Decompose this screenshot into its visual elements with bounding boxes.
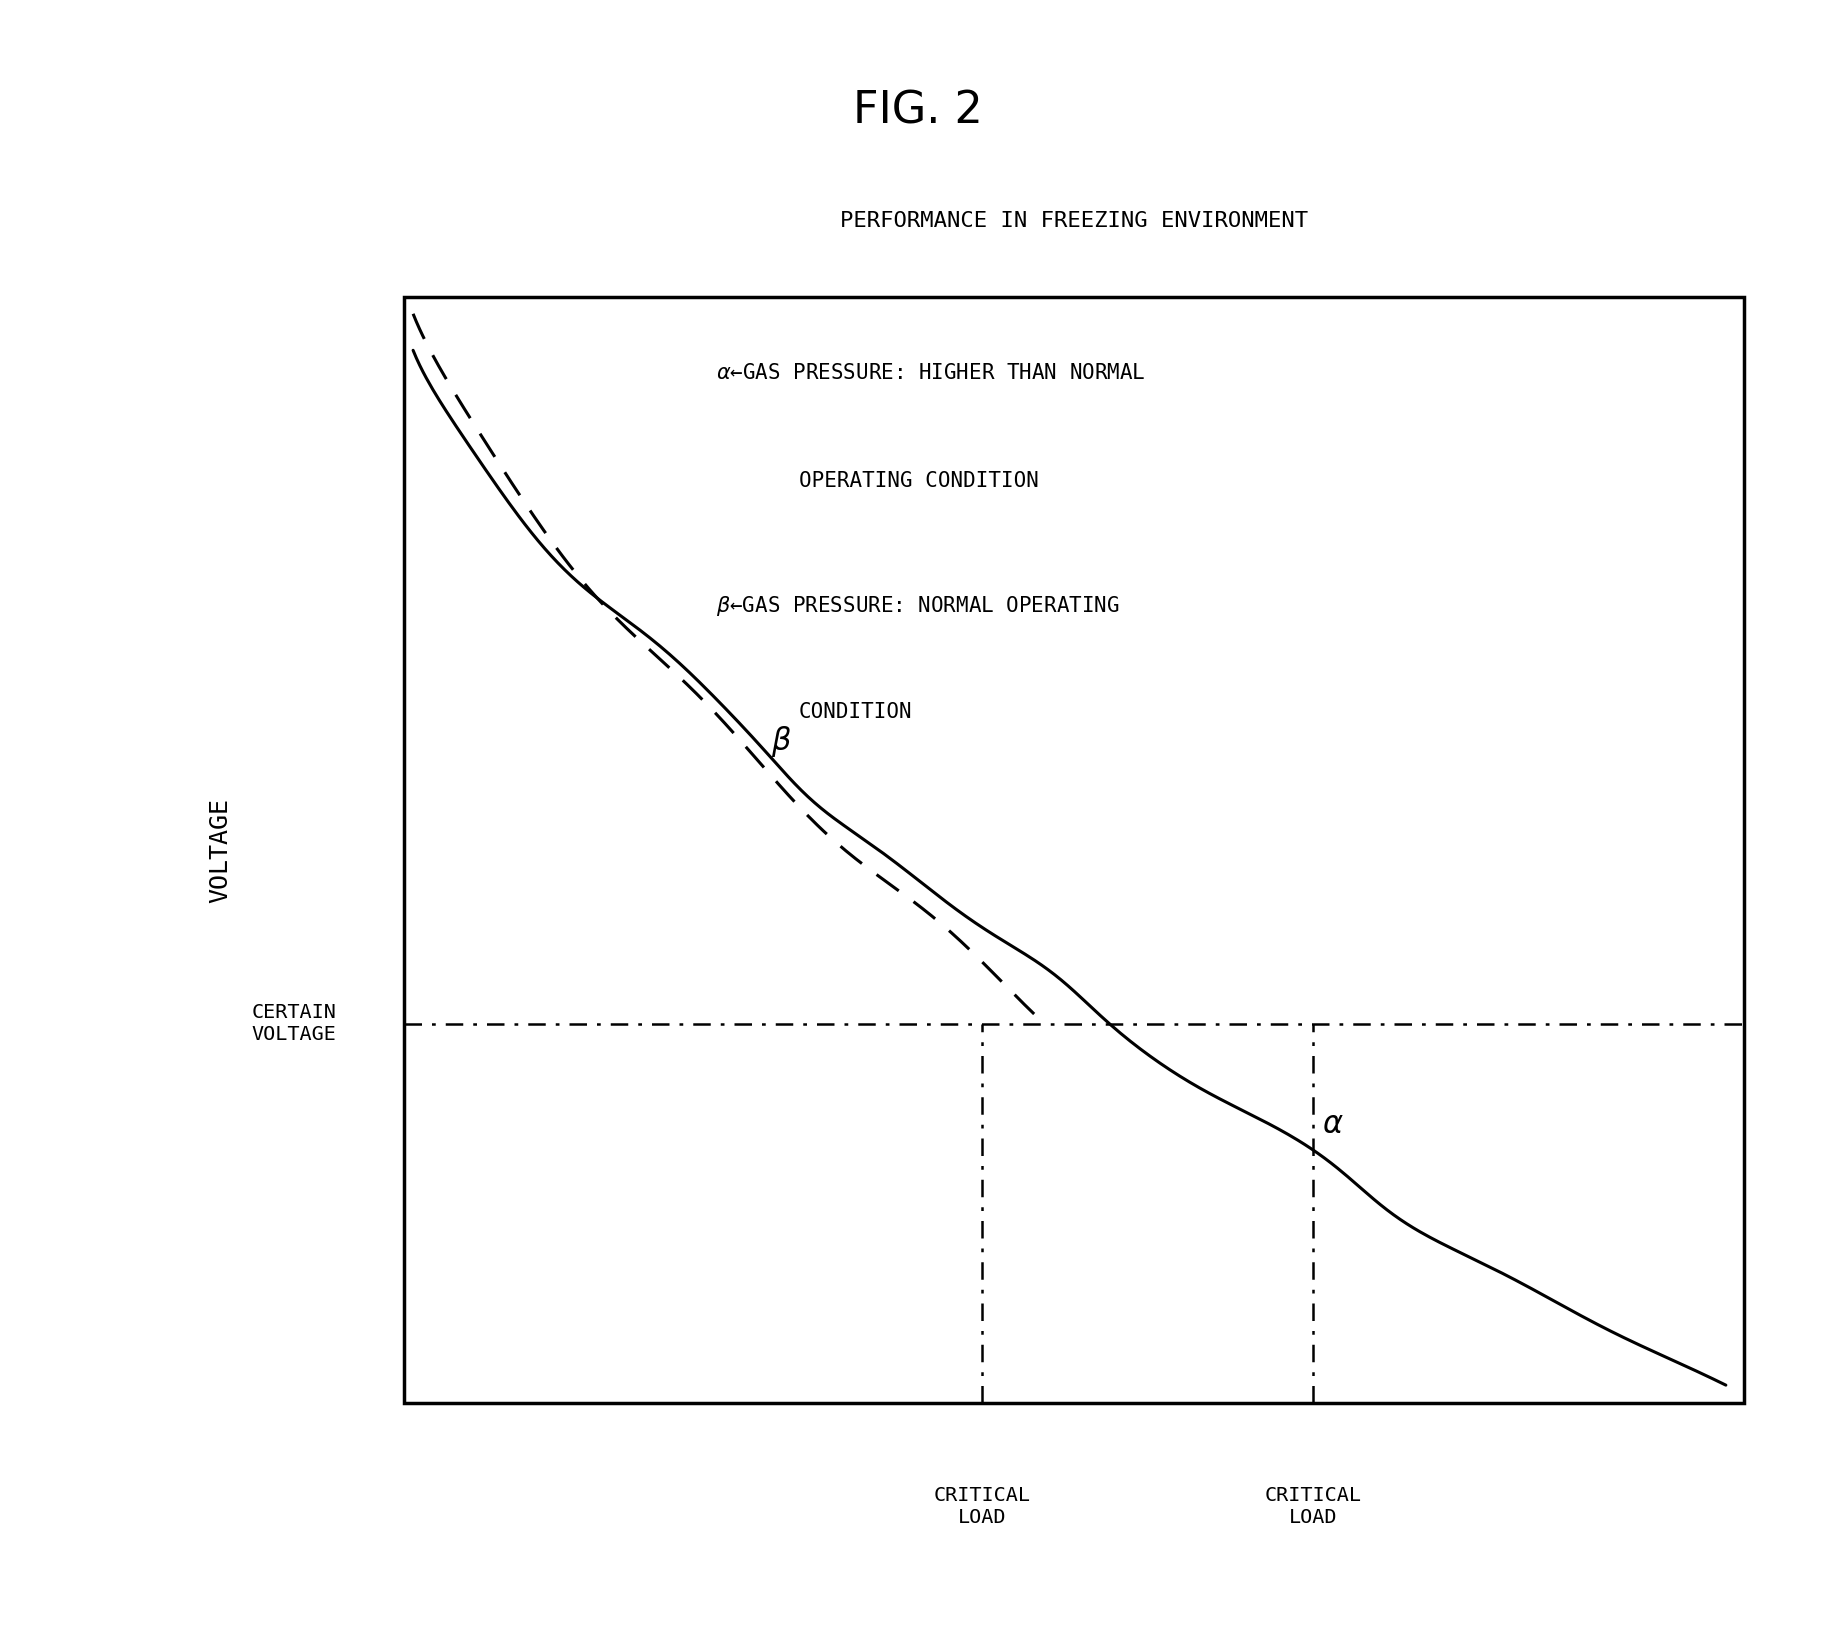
Text: FIG. 2: FIG. 2 — [854, 89, 982, 132]
Text: $\alpha$←GAS PRESSURE: HIGHER THAN NORMAL: $\alpha$←GAS PRESSURE: HIGHER THAN NORMA… — [716, 363, 1146, 383]
Text: $\alpha$: $\alpha$ — [1322, 1109, 1344, 1139]
Text: $\beta$←GAS PRESSURE: NORMAL OPERATING: $\beta$←GAS PRESSURE: NORMAL OPERATING — [716, 594, 1120, 619]
Bar — [404, 297, 1744, 1403]
Text: OPERATING CONDITION: OPERATING CONDITION — [799, 471, 1039, 490]
Text: CONDITION: CONDITION — [799, 702, 912, 721]
Text: VOLTAGE: VOLTAGE — [207, 797, 233, 903]
Text: CRITICAL
LOAD: CRITICAL LOAD — [1265, 1486, 1360, 1527]
Text: CERTAIN
VOLTAGE: CERTAIN VOLTAGE — [252, 1004, 336, 1043]
Text: CRITICAL
LOAD: CRITICAL LOAD — [935, 1486, 1030, 1527]
Text: PERFORMANCE IN FREEZING ENVIRONMENT: PERFORMANCE IN FREEZING ENVIRONMENT — [841, 211, 1307, 231]
Text: $\beta$: $\beta$ — [771, 725, 791, 759]
